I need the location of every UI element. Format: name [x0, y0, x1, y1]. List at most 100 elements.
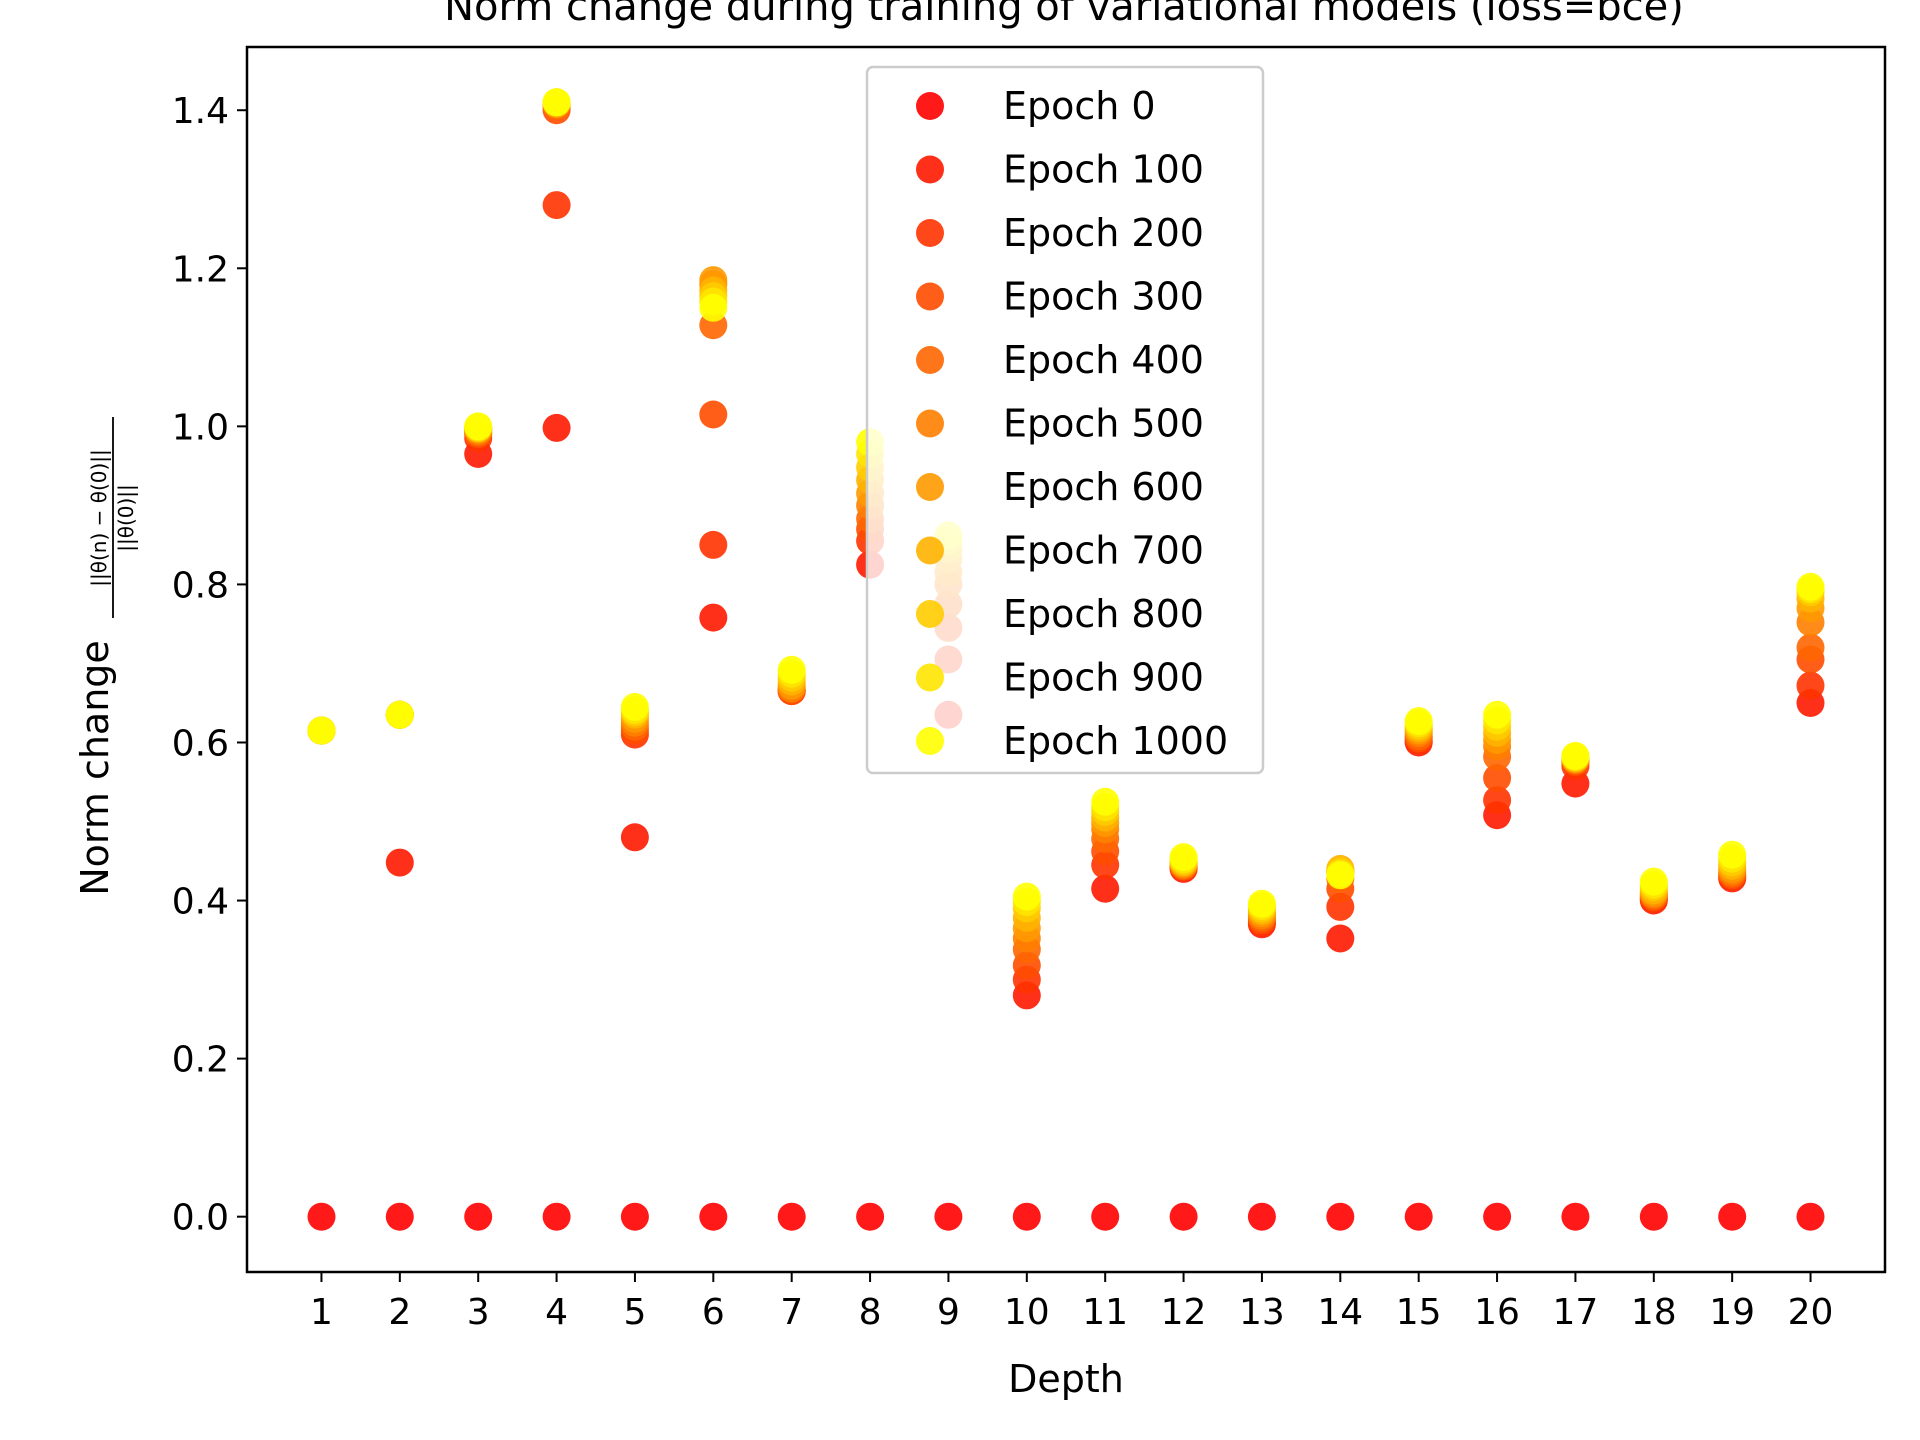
data-point [1247, 889, 1276, 918]
legend-label: Epoch 500 [1003, 402, 1204, 446]
data-point [464, 1202, 493, 1231]
x-tick-label: 13 [1239, 1292, 1285, 1333]
data-point [934, 1202, 963, 1231]
data-point [1796, 633, 1825, 662]
x-tick-label: 10 [1004, 1292, 1050, 1333]
data-point [699, 530, 728, 559]
legend-label: Epoch 800 [1003, 592, 1204, 636]
data-point [1012, 882, 1041, 911]
data-point [620, 692, 649, 721]
data-point [1404, 707, 1433, 736]
plot-frame [245, 45, 1887, 1274]
y-tick-label: 1.0 [172, 407, 229, 448]
x-tick-label: 3 [467, 1292, 490, 1333]
data-point [1091, 874, 1120, 903]
x-axis-label: Depth [1008, 1357, 1124, 1401]
x-axis-ticks: 1 2 3 4 5 6 7 8 9 10 11 12 13 14 15 16 17 18 19 20 [310, 1272, 1833, 1333]
data-point [777, 1202, 806, 1231]
data-point [856, 1202, 885, 1231]
x-tick-label: 2 [388, 1292, 411, 1333]
x-tick-label: 6 [702, 1292, 725, 1333]
data-point [1718, 840, 1747, 869]
legend-label: Epoch 100 [1003, 148, 1204, 192]
data-points [307, 88, 1825, 1231]
x-tick-label: 19 [1709, 1292, 1755, 1333]
data-point [307, 716, 336, 745]
legend-label: Epoch 200 [1003, 211, 1204, 255]
legend-marker [916, 727, 944, 755]
x-tick-label: 18 [1631, 1292, 1677, 1333]
x-tick-label: 8 [859, 1292, 882, 1333]
data-point [1247, 1202, 1276, 1231]
data-point [1169, 1202, 1198, 1231]
legend-marker [916, 473, 944, 501]
legend-marker [916, 409, 944, 438]
data-point [620, 823, 649, 852]
data-point [1091, 1202, 1120, 1231]
data-point [1012, 1202, 1041, 1231]
legend-label: Epoch 900 [1003, 656, 1204, 700]
y-tick-label: 1.2 [172, 249, 229, 290]
y-tick-label: 0.8 [172, 565, 229, 606]
x-tick-label: 14 [1317, 1292, 1363, 1333]
legend: Epoch 0 Epoch 100 Epoch 200 Epoch 300 Epoch … [865, 65, 1265, 775]
legend-marker [916, 282, 944, 311]
legend-label: Epoch 600 [1003, 465, 1204, 509]
y-axis-ticks: 0.0 0.2 0.4 0.6 0.8 1.0 1.2 1.4 [172, 91, 247, 1239]
y-axis-label: Norm change ||θ(n) − θ(0)|| ||θ(0)|| [73, 417, 138, 896]
x-tick-label: 15 [1396, 1292, 1442, 1333]
data-point [1718, 1202, 1747, 1231]
x-tick-label: 20 [1788, 1292, 1834, 1333]
y-axis-label-fraction-denominator: ||θ(0)|| [114, 484, 138, 552]
legend-label: Epoch 0 [1003, 84, 1156, 128]
data-point [1796, 1202, 1825, 1231]
data-point [1561, 1202, 1590, 1231]
data-point [542, 191, 571, 220]
data-point [1639, 1202, 1668, 1231]
y-axis-label-text: Norm change [73, 640, 117, 896]
legend-marker [916, 536, 944, 565]
data-point [699, 293, 728, 322]
y-tick-label: 0.4 [172, 882, 229, 923]
data-point [699, 603, 728, 632]
legend-marker [916, 92, 944, 120]
data-point [620, 1202, 649, 1231]
y-axis-label-fraction-numerator: ||θ(n) − θ(0)|| [87, 449, 111, 587]
data-point [1796, 671, 1825, 700]
legend-marker [916, 155, 944, 184]
y-tick-label: 1.4 [172, 91, 229, 132]
data-point [1483, 786, 1512, 815]
x-tick-label: 16 [1474, 1292, 1520, 1333]
legend-marker [916, 219, 944, 247]
chart-title: Norm change during training of variation… [444, 0, 1684, 30]
y-tick-label: 0.0 [172, 1198, 229, 1239]
x-tick-label: 9 [937, 1292, 960, 1333]
x-tick-label: 12 [1161, 1292, 1207, 1333]
data-point [1326, 924, 1355, 953]
data-point [385, 1202, 414, 1231]
x-tick-label: 5 [623, 1292, 646, 1333]
data-point [1483, 700, 1512, 729]
data-point [1326, 861, 1355, 890]
data-point [464, 412, 493, 441]
legend-marker [916, 663, 944, 692]
x-tick-label: 17 [1553, 1292, 1599, 1333]
x-tick-label: 4 [545, 1292, 568, 1333]
y-tick-label: 0.2 [172, 1040, 229, 1081]
x-tick-label: 7 [780, 1292, 803, 1333]
data-point [699, 1202, 728, 1231]
data-point [1169, 843, 1198, 872]
legend-marker [916, 600, 944, 628]
data-point [1639, 867, 1668, 896]
legend-label: Epoch 1000 [1003, 719, 1228, 763]
legend-label: Epoch 300 [1003, 275, 1204, 319]
x-tick-label: 1 [310, 1292, 333, 1333]
data-point [307, 1202, 336, 1231]
x-tick-label: 11 [1082, 1292, 1128, 1333]
data-point [1326, 1202, 1355, 1231]
data-point [1483, 1202, 1512, 1231]
data-point [1404, 1202, 1433, 1231]
data-point [542, 413, 571, 442]
data-point [699, 400, 728, 429]
